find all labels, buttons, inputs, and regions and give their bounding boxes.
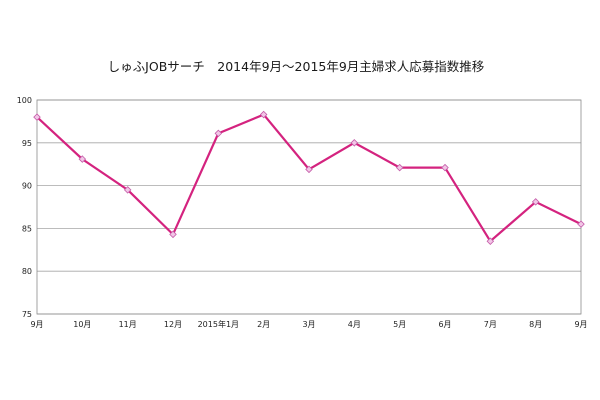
gridlines [37, 99, 581, 315]
data-point [169, 230, 177, 239]
data-point [214, 129, 223, 138]
x-tick-label: 11月 [119, 320, 137, 329]
x-tick-label: 9月 [574, 320, 587, 329]
y-tick-label: 75 [22, 310, 32, 319]
y-tick-label: 100 [17, 96, 32, 105]
chart-title: しゅふJOBサーチ 2014年9月～2015年9月主婦求人応募指数推移 [108, 59, 485, 74]
plot-frame [36, 99, 582, 315]
x-axis-ticks: 9月 10月 11月 12月 2015年1月 2月 3月 4月 5月 6月 7月 8月 9月 [30, 319, 587, 329]
data-point [395, 163, 404, 172]
data-point [33, 113, 41, 121]
x-tick-label: 3月 [302, 320, 315, 329]
data-point [78, 155, 87, 163]
data-point [486, 237, 495, 246]
x-tick-label: 9月 [30, 320, 43, 329]
x-tick-label: 2015年1月 [198, 319, 239, 329]
x-tick-label: 6月 [438, 320, 451, 329]
series-line [36, 113, 582, 243]
data-point [305, 165, 313, 174]
data-point [577, 220, 585, 228]
data-point [441, 163, 449, 172]
y-tick-label: 95 [22, 139, 32, 148]
data-point [531, 198, 540, 206]
x-tick-label: 5月 [393, 320, 406, 329]
x-tick-label: 12月 [164, 320, 182, 329]
y-axis-ticks: 75 80 85 90 95 100 [17, 96, 32, 319]
data-point [259, 110, 268, 119]
x-tick-label: 10月 [73, 320, 91, 329]
x-tick-label: 4月 [348, 320, 361, 329]
data-series [33, 110, 585, 246]
x-tick-label: 7月 [484, 320, 497, 329]
data-point [350, 139, 359, 147]
x-tick-label: 2月 [257, 320, 270, 329]
y-tick-label: 80 [22, 267, 32, 276]
y-tick-label: 85 [22, 224, 32, 233]
y-tick-label: 90 [22, 182, 32, 191]
data-point [123, 186, 132, 194]
x-tick-label: 8月 [529, 320, 542, 329]
